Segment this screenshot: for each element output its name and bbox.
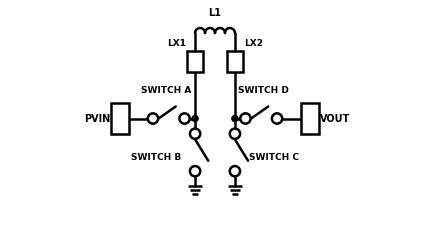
Text: L1: L1: [209, 8, 221, 18]
Text: PVIN: PVIN: [84, 114, 110, 123]
Bar: [187, 50, 203, 72]
Circle shape: [230, 128, 240, 139]
Text: SWITCH C: SWITCH C: [249, 153, 299, 162]
Bar: [227, 50, 243, 72]
Circle shape: [148, 113, 158, 124]
Circle shape: [190, 166, 200, 176]
Text: LX1: LX1: [167, 39, 186, 48]
Text: SWITCH B: SWITCH B: [131, 153, 181, 162]
Circle shape: [240, 113, 251, 124]
Text: SWITCH A: SWITCH A: [141, 86, 192, 95]
Text: VOUT: VOUT: [320, 114, 350, 123]
Circle shape: [230, 166, 240, 176]
Text: SWITCH D: SWITCH D: [238, 86, 289, 95]
Circle shape: [192, 115, 198, 122]
Circle shape: [179, 113, 190, 124]
Text: LX2: LX2: [244, 39, 263, 48]
Circle shape: [272, 113, 282, 124]
Circle shape: [190, 128, 200, 139]
Bar: [111, 103, 129, 134]
Bar: [301, 103, 319, 134]
Circle shape: [232, 115, 238, 122]
